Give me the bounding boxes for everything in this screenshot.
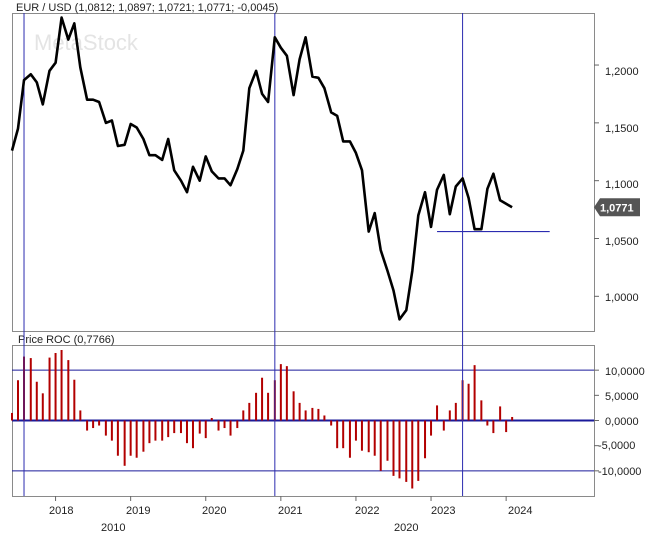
x-tick-label: 2022	[355, 505, 379, 517]
x-tick-label: 2023	[431, 505, 455, 517]
price-chart-title: EUR / USD (1,0812; 1,0897; 1,0721; 1,077…	[16, 2, 278, 14]
price-panel-frame	[12, 13, 595, 332]
x-tick-label: 2020	[202, 505, 226, 517]
last-value-flag-label: 1,0771	[600, 202, 634, 214]
x-tick-label: 2018	[49, 505, 73, 517]
axis-tick-marks	[55, 64, 599, 501]
x-sub-label: 2020	[394, 522, 418, 534]
roc-y-tick: 5,0000	[605, 391, 639, 403]
price-y-tick: 1,0500	[605, 236, 639, 248]
x-tick-label: 2021	[278, 505, 302, 517]
price-line	[10, 16, 513, 321]
last-value-flag: 1,0771	[594, 198, 640, 217]
roc-indicator-title: Price ROC (0,7766)	[18, 334, 115, 346]
vertical-markers	[23, 13, 464, 496]
price-y-tick: 1,2000	[605, 66, 639, 78]
price-y-axis: 1,2000 1,1500 1,1000 1,0500 1,0000	[605, 66, 639, 304]
roc-y-tick: -10,0000	[598, 466, 641, 478]
last-value-flag-shape	[594, 198, 640, 217]
x-axis: 2018 2019 2020 2021 2022 2023 2024 2010 …	[49, 505, 532, 534]
roc-y-tick: 0,0000	[605, 416, 639, 428]
roc-reference-lines	[12, 369, 594, 472]
roc-bars	[11, 350, 514, 489]
x-tick-label: 2024	[508, 505, 532, 517]
roc-y-tick: -5,0000	[598, 440, 635, 452]
metastock-watermark: MetaStock	[34, 30, 139, 55]
roc-y-axis: 10,0000 5,0000 0,0000 -5,0000 -10,0000	[598, 366, 645, 478]
price-y-tick: 1,1000	[605, 179, 639, 191]
x-tick-label: 2019	[126, 505, 150, 517]
roc-y-tick: 10,0000	[605, 366, 645, 378]
price-y-tick: 1,0000	[605, 292, 639, 304]
price-series	[10, 16, 550, 321]
x-sub-label: 2010	[101, 522, 125, 534]
price-y-tick: 1,1500	[605, 123, 639, 135]
